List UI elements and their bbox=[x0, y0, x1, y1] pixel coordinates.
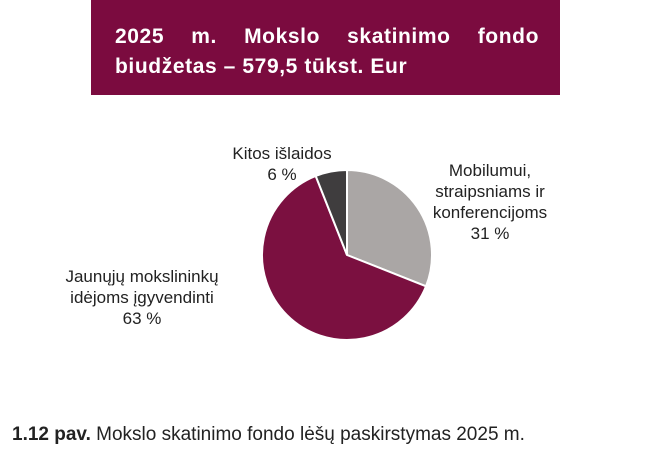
pie-slice bbox=[314, 168, 348, 256]
pie-slice bbox=[346, 168, 433, 288]
value-label: 63 % bbox=[122, 309, 162, 328]
caption-label: 1.12 pav. bbox=[12, 424, 91, 445]
figure-caption: 1.12 pav. Mokslo skatinimo fondo lėšų pa… bbox=[12, 424, 525, 446]
category-label: Mobilumui, straipsniams ir konferencijom… bbox=[432, 161, 548, 222]
pie-chart bbox=[261, 168, 433, 341]
chart-title: 2025 m. Mokslo skatinimo fondo biudžetas… bbox=[115, 25, 539, 78]
slice-label: Kitos išlaidos 6 % bbox=[207, 143, 357, 185]
pie-slice bbox=[261, 174, 428, 341]
value-label: 6 % bbox=[267, 165, 297, 184]
category-label: Jaunųjų mokslininkų idėjoms įgyvendinti bbox=[65, 267, 219, 307]
category-label: Kitos išlaidos bbox=[232, 144, 332, 163]
slice-label: Jaunųjų mokslininkų idėjoms įgyvendinti … bbox=[52, 266, 232, 329]
value-label: 31 % bbox=[470, 224, 510, 243]
caption-text: Mokslo skatinimo fondo lėšų paskirstymas… bbox=[96, 424, 525, 445]
title-banner: 2025 m. Mokslo skatinimo fondo biudžetas… bbox=[91, 0, 560, 95]
slice-label: Mobilumui, straipsniams ir konferencijom… bbox=[415, 160, 565, 244]
